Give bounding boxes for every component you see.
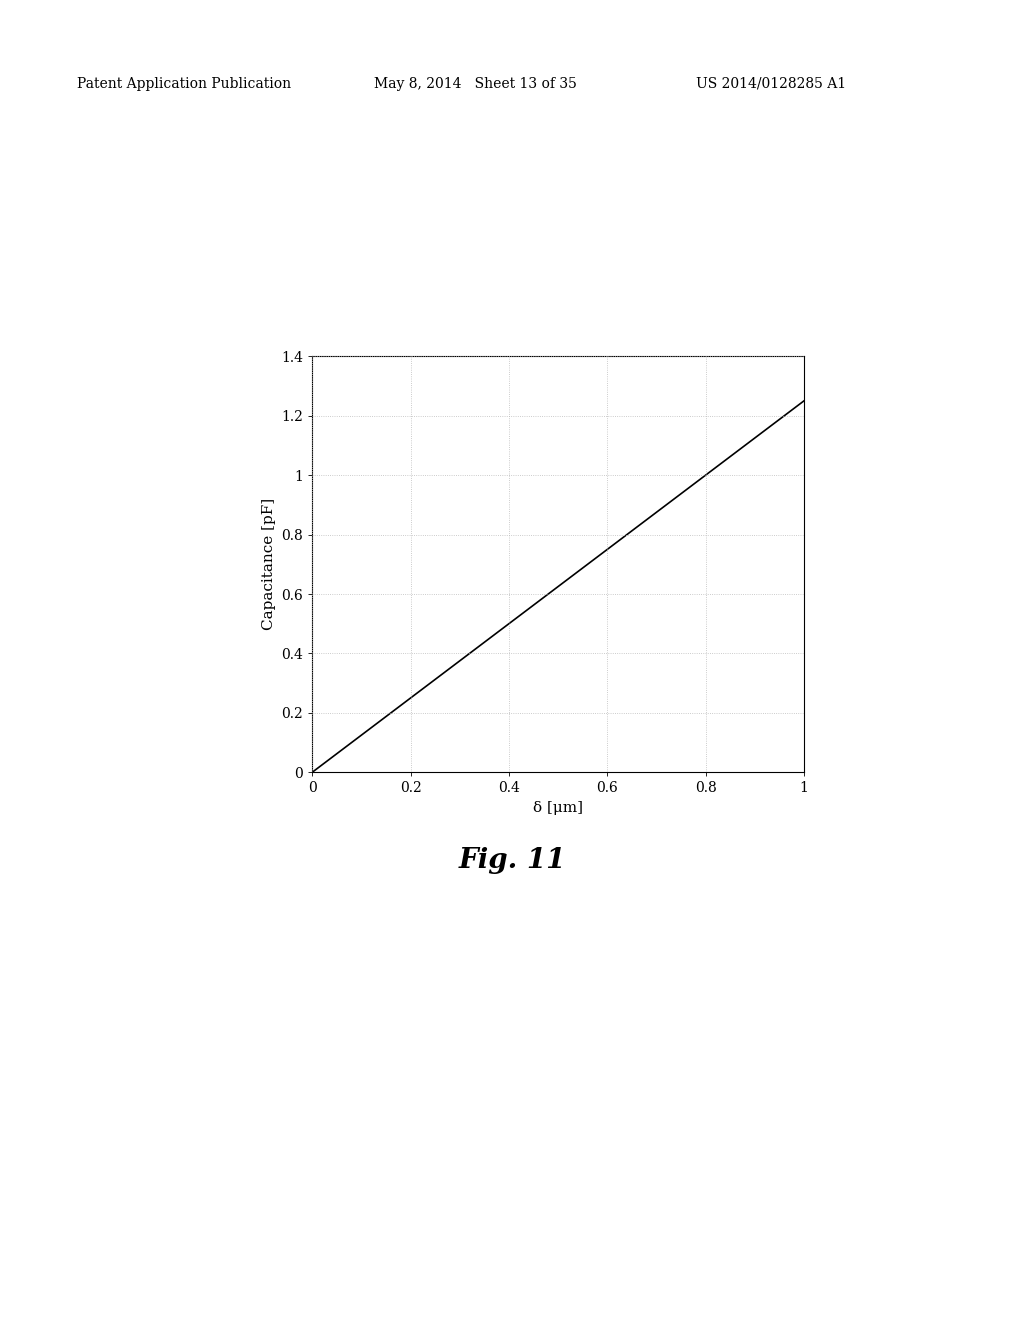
- Text: Patent Application Publication: Patent Application Publication: [77, 77, 291, 91]
- X-axis label: δ [μm]: δ [μm]: [534, 801, 583, 814]
- Text: US 2014/0128285 A1: US 2014/0128285 A1: [696, 77, 847, 91]
- Text: May 8, 2014   Sheet 13 of 35: May 8, 2014 Sheet 13 of 35: [374, 77, 577, 91]
- Y-axis label: Capacitance [pF]: Capacitance [pF]: [262, 498, 275, 631]
- Text: Fig. 11: Fig. 11: [459, 847, 565, 874]
